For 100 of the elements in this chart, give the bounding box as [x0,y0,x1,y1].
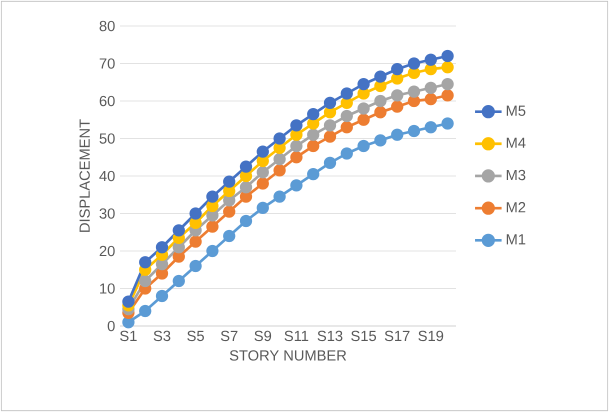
point [273,164,286,177]
point [324,156,336,170]
point [273,142,286,154]
point [240,214,252,228]
point [324,130,336,143]
point [324,119,336,132]
y-tick-label: 30 [100,208,115,219]
point [408,66,420,80]
point [122,316,135,328]
x-tick-label: S5 [187,330,204,342]
point [156,241,168,254]
x-tick-label: S7 [220,330,238,342]
point [290,151,303,164]
x-tick-label: S1 [120,330,137,342]
point [223,194,236,207]
point [391,128,404,141]
point [256,166,269,178]
point [307,117,320,130]
point [223,205,236,218]
point [256,145,269,158]
y-tick-label: 50 [100,133,115,144]
legend-label: M1 [506,234,526,244]
point [408,57,420,70]
point [240,160,252,173]
point [256,154,269,168]
legend-label: M3 [506,170,526,180]
point [441,61,454,74]
point [340,121,353,134]
point [156,267,168,280]
point [424,82,437,94]
legend-label: M2 [506,202,526,212]
point [290,119,303,132]
point [408,124,420,138]
point [357,102,370,115]
point [206,200,219,212]
point [189,260,202,272]
point [139,256,152,268]
x-tick-label: S15 [351,330,376,342]
point [240,170,252,182]
point [189,207,202,220]
point [290,128,303,141]
point [441,117,454,130]
point [357,140,370,152]
point [324,96,336,110]
point [307,140,320,152]
y-axis-title: DISPLACEMENT [79,119,90,232]
point [408,85,420,98]
legend-label: M5 [506,106,526,116]
point [391,89,404,102]
x-tick-label: S13 [318,330,342,342]
point [424,54,437,66]
point [156,290,168,302]
point [307,108,320,120]
x-tick-label: S3 [154,330,170,342]
point [340,96,353,110]
point [189,235,202,248]
point [324,106,336,118]
x-tick-label: S19 [418,330,444,342]
point [290,179,303,192]
point [340,87,353,100]
point [441,89,454,102]
x-tick-label: S9 [254,330,272,342]
point [206,209,219,222]
point [273,132,286,145]
point [441,78,454,90]
x-tick-label: S11 [284,330,308,342]
point [374,80,387,92]
point [273,152,286,166]
y-tick-label: 20 [100,246,115,256]
point [256,202,269,214]
point [340,147,353,160]
y-tick-label: 70 [100,58,115,69]
point [223,184,236,198]
point [240,181,252,194]
point [357,78,370,90]
point [307,168,320,180]
point [139,304,152,318]
point [424,121,437,134]
x-axis-title: STORY NUMBER [230,350,346,361]
point [172,274,185,288]
point [424,62,437,76]
point [256,177,269,190]
point [357,87,370,100]
point [374,94,387,108]
point [172,241,185,254]
point [391,100,404,113]
point [223,230,236,242]
point [357,114,370,126]
point [424,92,437,106]
point [206,190,219,203]
point [307,128,320,141]
point [189,216,202,230]
point [374,70,387,83]
point [374,106,387,118]
point [290,140,303,152]
point [441,50,454,62]
point [139,274,152,288]
point [273,190,286,203]
point [206,220,219,233]
point [374,134,387,147]
